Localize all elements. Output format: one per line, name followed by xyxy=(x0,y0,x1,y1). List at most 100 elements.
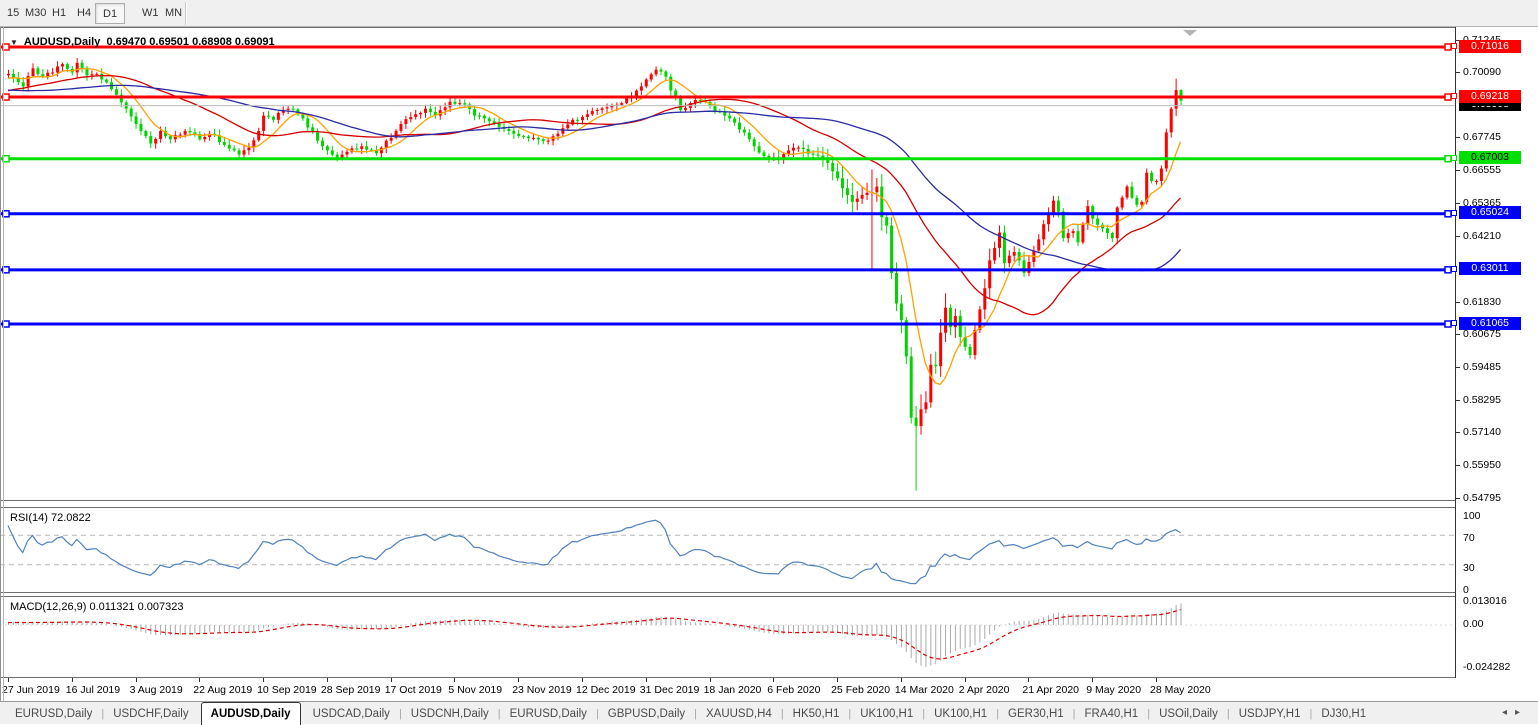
badge-line-handle[interactable] xyxy=(1451,320,1457,326)
candlestick-chart[interactable] xyxy=(0,29,1455,501)
date-tick-label: 3 Aug 2019 xyxy=(129,684,183,696)
badge-line-handle[interactable] xyxy=(1451,209,1457,216)
chart-tab-usdjpy-14[interactable]: USDJPY,H1 xyxy=(1238,708,1301,720)
chart-tab-bar: EURUSD,Daily | USDCHF,Daily AUDUSD,Daily U… xyxy=(0,701,1538,725)
candle-body xyxy=(306,118,310,128)
candle-body xyxy=(399,123,403,131)
candle-body xyxy=(404,119,408,124)
timeframe-button-h1[interactable]: H1 xyxy=(52,7,67,19)
chart-tab-gbpusd-6[interactable]: GBPUSD,Daily xyxy=(607,708,686,720)
date-tick-label: 28 Sep 2019 xyxy=(320,684,381,696)
candle-body xyxy=(1002,232,1006,264)
chart-tab-usdcnh-4[interactable]: USDCNH,Daily xyxy=(410,708,489,720)
candle-body xyxy=(752,139,756,147)
candle-body xyxy=(51,72,55,74)
tab-scroll-right-icon[interactable]: ▸ xyxy=(1514,707,1528,718)
timeframe-button-mn[interactable]: MN xyxy=(165,7,183,19)
candle-body xyxy=(144,130,148,137)
chart-tab-hk50-8[interactable]: HK50,H1 xyxy=(792,708,840,720)
date-tick-label: 5 Nov 2019 xyxy=(448,684,503,696)
chart-dropdown-icon[interactable]: ▼ xyxy=(10,38,18,47)
chart-tab-xauusd-7[interactable]: XAUUSD,H4 xyxy=(705,708,772,720)
tab-separator: | xyxy=(1309,708,1313,720)
candle-body xyxy=(1110,233,1114,239)
candle-body xyxy=(762,152,766,157)
chart-tab-eurusd-5[interactable]: EURUSD,Daily xyxy=(509,708,587,720)
candle-body xyxy=(36,68,40,75)
candle-body xyxy=(105,79,109,83)
badge-line-handle[interactable] xyxy=(1451,93,1457,99)
timeframe-button-m30[interactable]: M30 xyxy=(25,7,47,19)
candle-body xyxy=(276,112,280,120)
date-tick-mark xyxy=(964,678,966,682)
candle-body xyxy=(934,364,938,367)
candle-body xyxy=(796,147,800,149)
candle-body xyxy=(1012,252,1016,256)
chart-tab-usdcad-3[interactable]: USDCAD,Daily xyxy=(312,708,390,720)
date-axis[interactable]: 27 Jun 2019 16 Jul 2019 3 Aug 2019 22 Aug 2… xyxy=(0,678,1538,701)
tab-separator: | xyxy=(1147,708,1151,720)
chart-tab-uk100-10[interactable]: UK100,H1 xyxy=(934,708,988,720)
badge-line-handle[interactable] xyxy=(1451,265,1457,272)
candle-body xyxy=(988,260,992,289)
chart-tab-ger30-11[interactable]: GER30,H1 xyxy=(1008,708,1064,720)
candle-body xyxy=(252,140,256,148)
chart-tab-audusd-2[interactable]: AUDUSD,Daily xyxy=(200,702,301,725)
price-axis[interactable]: 0.712450.700900.677450.665550.653650.642… xyxy=(1451,27,1538,678)
candle-body xyxy=(242,150,246,155)
chart-tab-fra40-12[interactable]: FRA40,H1 xyxy=(1084,708,1139,720)
candle-body xyxy=(713,105,717,112)
candle-body xyxy=(737,122,741,130)
main-chart-panel[interactable]: ▼ AUDUSD,Daily 0.69470 0.69501 0.68908 0.… xyxy=(0,27,1538,501)
candle-body xyxy=(875,186,879,193)
candle-body xyxy=(561,128,565,134)
price-tick-label: 0.57140 xyxy=(1463,426,1501,439)
candle-body xyxy=(473,109,477,116)
candle-body xyxy=(311,127,315,133)
candle-body xyxy=(183,130,187,135)
price-tick-label: 0.67745 xyxy=(1463,131,1501,144)
tab-separator: | xyxy=(1072,708,1076,720)
candle-body xyxy=(998,232,1002,248)
price-line-badge: 0.63011 xyxy=(1459,262,1521,276)
candle-body xyxy=(419,112,423,115)
chart-tab-eurusd-0[interactable]: EURUSD,Daily xyxy=(15,708,93,720)
timeframe-button-15[interactable]: 15 xyxy=(7,7,20,19)
candle-body xyxy=(173,135,177,140)
chart-tab-usdchf-1[interactable]: USDCHF,Daily xyxy=(113,708,189,720)
candle-body xyxy=(919,409,923,427)
candle-body xyxy=(801,147,805,150)
candle-body xyxy=(1096,218,1100,225)
candle-body xyxy=(845,188,849,195)
macd-values: 0.011321 0.007323 xyxy=(89,601,184,613)
chart-tab-dj30-15[interactable]: DJ30,H1 xyxy=(1321,708,1367,720)
rsi-panel[interactable]: RSI(14) 72.0822 xyxy=(0,507,1538,593)
chart-tab-uk100-9[interactable]: UK100,H1 xyxy=(860,708,914,720)
timeframe-button-d1[interactable]: D1 xyxy=(95,3,126,24)
candle-body xyxy=(649,74,653,80)
price-tick-mark xyxy=(1456,367,1460,368)
candle-body xyxy=(679,98,683,111)
candle-body xyxy=(1174,90,1178,109)
date-tick-mark xyxy=(518,678,520,682)
candle-body xyxy=(674,90,678,99)
tab-separator: | xyxy=(497,708,501,720)
badge-line-handle[interactable] xyxy=(1451,43,1457,49)
candle-body xyxy=(203,136,207,140)
timeframe-button-w1[interactable]: W1 xyxy=(142,7,159,19)
tab-scroll-left-icon[interactable]: ◂ xyxy=(1501,707,1515,718)
date-tick-label: 25 Feb 2020 xyxy=(831,684,891,696)
candle-body xyxy=(507,128,511,131)
price-tick-label: 0.55950 xyxy=(1463,459,1501,472)
date-tick-mark xyxy=(645,678,647,682)
chart-tab-usoil-13[interactable]: USOil,Daily xyxy=(1159,708,1218,720)
candle-body xyxy=(286,108,290,110)
candle-body xyxy=(46,72,50,77)
price-tick-mark xyxy=(1456,170,1460,172)
macd-panel[interactable]: MACD(12,26,9) 0.011321 0.007323 xyxy=(0,596,1538,678)
date-tick-mark xyxy=(135,678,137,682)
candle-body xyxy=(571,119,575,125)
badge-line-handle[interactable] xyxy=(1451,154,1457,161)
date-tick-mark xyxy=(326,678,328,682)
timeframe-button-h4[interactable]: H4 xyxy=(77,7,92,19)
